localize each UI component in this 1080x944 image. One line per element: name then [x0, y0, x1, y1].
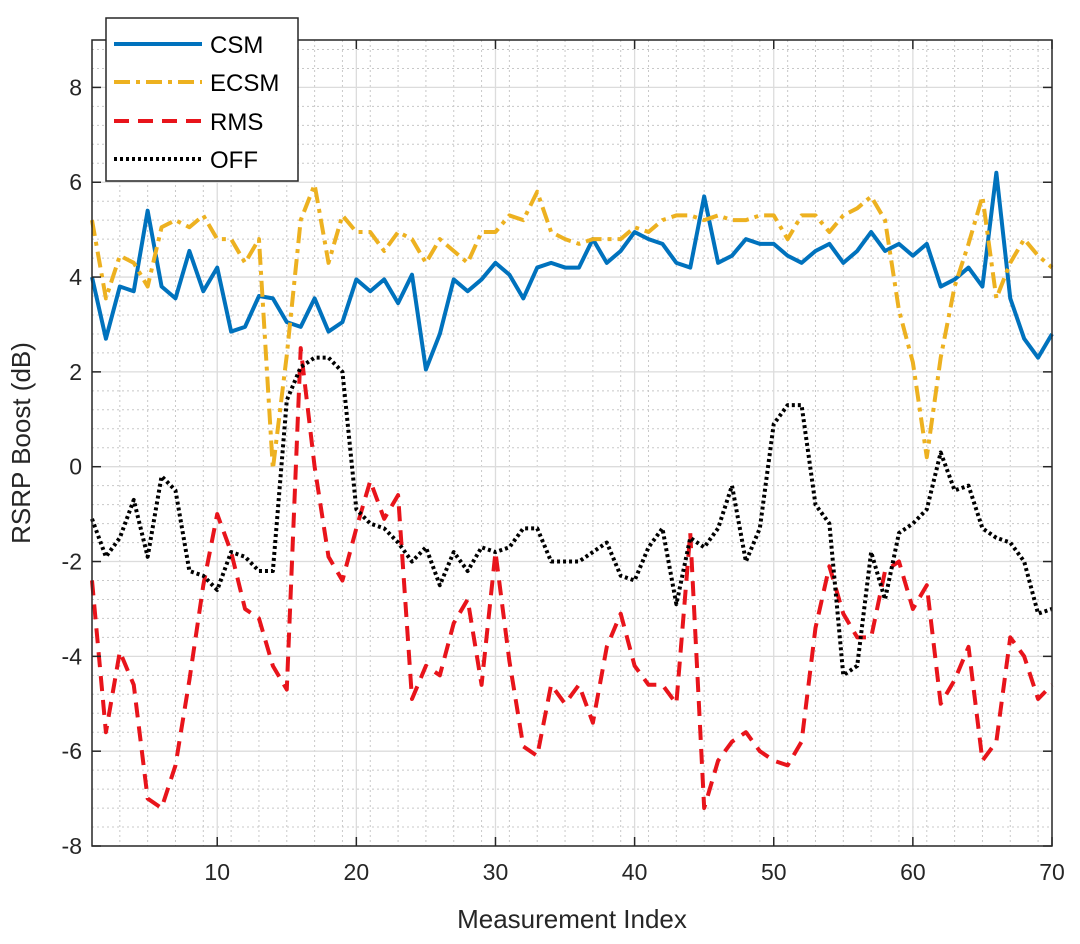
y-tick-label: -4 — [62, 643, 83, 669]
legend-label-off: OFF — [210, 147, 258, 174]
y-axis-label: RSRP Boost (dB) — [6, 342, 36, 544]
x-tick-label: 50 — [761, 859, 787, 885]
y-tick-label: -8 — [62, 833, 82, 859]
legend-label-rms: RMS — [210, 109, 263, 136]
x-tick-label: 30 — [483, 859, 509, 885]
legend-label-csm: CSM — [210, 32, 263, 59]
major-grid — [92, 40, 1052, 846]
legend: CSM ECSM RMS OFF — [105, 17, 299, 182]
series-line-off — [90, 355, 1053, 678]
x-tick-label: 40 — [622, 859, 648, 885]
axis-ticks — [92, 40, 1053, 847]
series-line-ecsm — [90, 182, 1054, 472]
x-tick-label: 70 — [1039, 859, 1065, 885]
y-tick-label: 2 — [69, 359, 82, 385]
y-tick-label: 0 — [69, 454, 82, 480]
y-tick-label: 8 — [69, 74, 82, 100]
series-layer — [90, 170, 1054, 811]
y-tick-label: -2 — [62, 549, 82, 575]
y-tick-label: -6 — [62, 738, 82, 764]
series-line-csm — [90, 170, 1054, 372]
legend-label-ecsm: ECSM — [210, 70, 279, 97]
tick-labels: 10 20 30 40 50 60 70 -8 -6 -4 -2 0 2 4 6 8 — [62, 74, 1065, 885]
plot-frame — [91, 39, 1053, 847]
x-axis-label: Measurement Index — [457, 904, 687, 934]
x-tick-label: 60 — [900, 859, 926, 885]
x-tick-label: 20 — [344, 859, 370, 885]
x-tick-label: 10 — [204, 859, 230, 885]
y-tick-label: 4 — [69, 264, 82, 290]
minor-grid — [91, 40, 1052, 846]
y-tick-label: 6 — [69, 169, 82, 195]
